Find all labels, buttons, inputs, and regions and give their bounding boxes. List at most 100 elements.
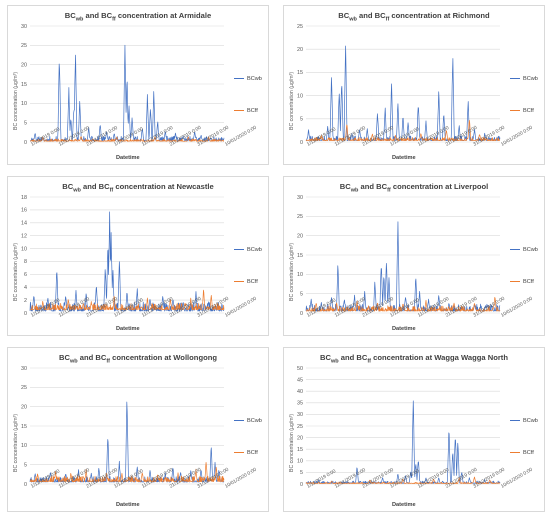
legend-swatch [234, 78, 244, 80]
y-tick-label: 35 [297, 401, 303, 407]
y-tick-label: 50 [297, 366, 303, 372]
y-tick-label: 12 [21, 233, 27, 239]
legend-label: BCff [523, 279, 534, 285]
y-tick-label: 10 [297, 459, 303, 465]
y-tick-label: 0 [300, 311, 303, 317]
title-mid: and BC [80, 182, 110, 191]
y-tick-label: 8 [24, 259, 27, 265]
y-tick-label: 10 [21, 246, 27, 252]
series-line-bcwb [305, 45, 501, 141]
legend-item-bcwb: BCwb [510, 247, 538, 253]
title-sub-wb: wb [75, 16, 84, 23]
x-tick-label: 1/11/2019 0:00 [306, 468, 337, 489]
legend-swatch [510, 452, 520, 454]
y-axis-label: BC concentration (µg/m³) [13, 71, 19, 130]
x-tick-label: 10/01/2020 0:00 [500, 125, 534, 148]
series-line-bcff [305, 119, 501, 141]
title-sub-wb: wb [350, 187, 359, 194]
y-tick-label: 0 [24, 140, 27, 146]
legend-swatch [234, 452, 244, 454]
y-tick-label: 16 [21, 208, 27, 214]
chart-title: BCwb and BCff concentration at Liverpool [284, 182, 544, 194]
legend-swatch [510, 249, 520, 251]
y-tick-label: 45 [297, 377, 303, 383]
legend-swatch [234, 110, 244, 112]
y-tick-label: 10 [297, 272, 303, 278]
title-prefix: BC [64, 11, 76, 20]
y-tick-label: 20 [297, 233, 303, 239]
legend-label: BCwb [523, 418, 538, 424]
y-tick-label: 30 [297, 195, 303, 201]
y-tick-label: 14 [21, 221, 27, 227]
legend-swatch [510, 110, 520, 112]
title-prefix: BC [339, 182, 351, 191]
y-tick-label: 25 [297, 24, 303, 30]
series-line-bcff [29, 461, 225, 483]
x-axis-label: Datetime [116, 326, 140, 332]
y-tick-label: 4 [24, 285, 27, 291]
legend-label: BCwb [247, 247, 262, 253]
legend-swatch [510, 78, 520, 80]
y-axis-label: BC concentration (µg/m³) [289, 71, 295, 130]
title-suffix: concentration at Newcastle [113, 182, 214, 191]
title-sub-ff: ff [112, 16, 116, 23]
legend-label: BCwb [523, 76, 538, 82]
title-prefix: BC [320, 353, 331, 362]
y-tick-label: 5 [300, 291, 303, 297]
title-suffix: concentration at Richmond [389, 11, 490, 20]
chart-panel-liverpool: 0 5 10 15 20 25 30 1/11/2019 0:00 11/11/2019 0:0… [283, 176, 545, 336]
y-axis-label: BC concentration (µg/m³) [289, 413, 295, 472]
chart-panel-richmond: 0 5 10 15 20 25 1/11/2019 0:00 11/11/2019 0:00 2… [283, 5, 545, 165]
y-tick-label: 20 [21, 62, 27, 68]
legend-item-bcwb: BCwb [234, 76, 262, 82]
legend-item-bcwb: BCwb [234, 247, 262, 253]
title-prefix: BC [62, 182, 74, 191]
y-tick-label: 5 [300, 117, 303, 123]
series-line-bcff [305, 476, 501, 484]
chart-title: BCwb and BCff concentration at Richmond [284, 11, 544, 23]
x-tick-label: 10/01/2020 0:00 [224, 296, 258, 319]
legend-label: BCff [247, 450, 258, 456]
legend-swatch [234, 249, 244, 251]
chart-title: BCwb and BCff concentration at Armidale [8, 11, 268, 23]
legend-item-bcff: BCff [510, 450, 534, 456]
title-sub-ff: ff [387, 187, 391, 194]
y-tick-label: 25 [21, 43, 27, 49]
chart-panel-wollongong: 0 5 10 15 20 25 30 1/11/2019 0:00 11/11/2019 0:0… [7, 347, 269, 512]
title-suffix: concentration at Wagga Wagga North [371, 353, 508, 362]
title-sub-ff: ff [385, 16, 390, 23]
y-tick-label: 30 [21, 24, 27, 30]
x-tick-label: 10/01/2020 0:00 [500, 296, 534, 319]
y-tick-label: 15 [21, 424, 27, 430]
legend-item-bcff: BCff [234, 279, 258, 285]
y-tick-label: 30 [297, 412, 303, 418]
legend-swatch [234, 420, 244, 422]
y-tick-label: 18 [21, 195, 27, 201]
chart-panel-newcastle: 0 2 4 6 8 10 12 14 16 18 1/11/2019 0:00 11/11/2019 … [7, 176, 269, 336]
y-tick-label: 20 [297, 435, 303, 441]
y-tick-label: 15 [21, 82, 27, 88]
legend-item-bcff: BCff [234, 108, 258, 114]
legend-label: BCff [247, 108, 258, 114]
title-mid: and BC [358, 182, 388, 191]
y-tick-label: 20 [21, 404, 27, 410]
x-tick-label: 10/01/2020 0:00 [224, 467, 258, 490]
y-tick-label: 0 [300, 482, 303, 488]
chart-title: BCwb and BCff concentration at Wagga Wag… [284, 353, 544, 365]
y-tick-label: 20 [297, 47, 303, 53]
title-prefix: BC [338, 11, 350, 20]
title-sub-ff: ff [109, 187, 114, 194]
y-tick-label: 5 [24, 120, 27, 126]
title-sub-wb: wb [69, 358, 78, 365]
title-prefix: BC [59, 353, 70, 362]
legend-item-bcwb: BCwb [510, 76, 538, 82]
y-tick-label: 0 [300, 140, 303, 146]
y-tick-label: 15 [297, 253, 303, 259]
y-tick-label: 10 [21, 443, 27, 449]
y-tick-label: 25 [297, 214, 303, 220]
title-mid: and BC [338, 353, 368, 362]
series-line-bcwb [305, 221, 501, 312]
